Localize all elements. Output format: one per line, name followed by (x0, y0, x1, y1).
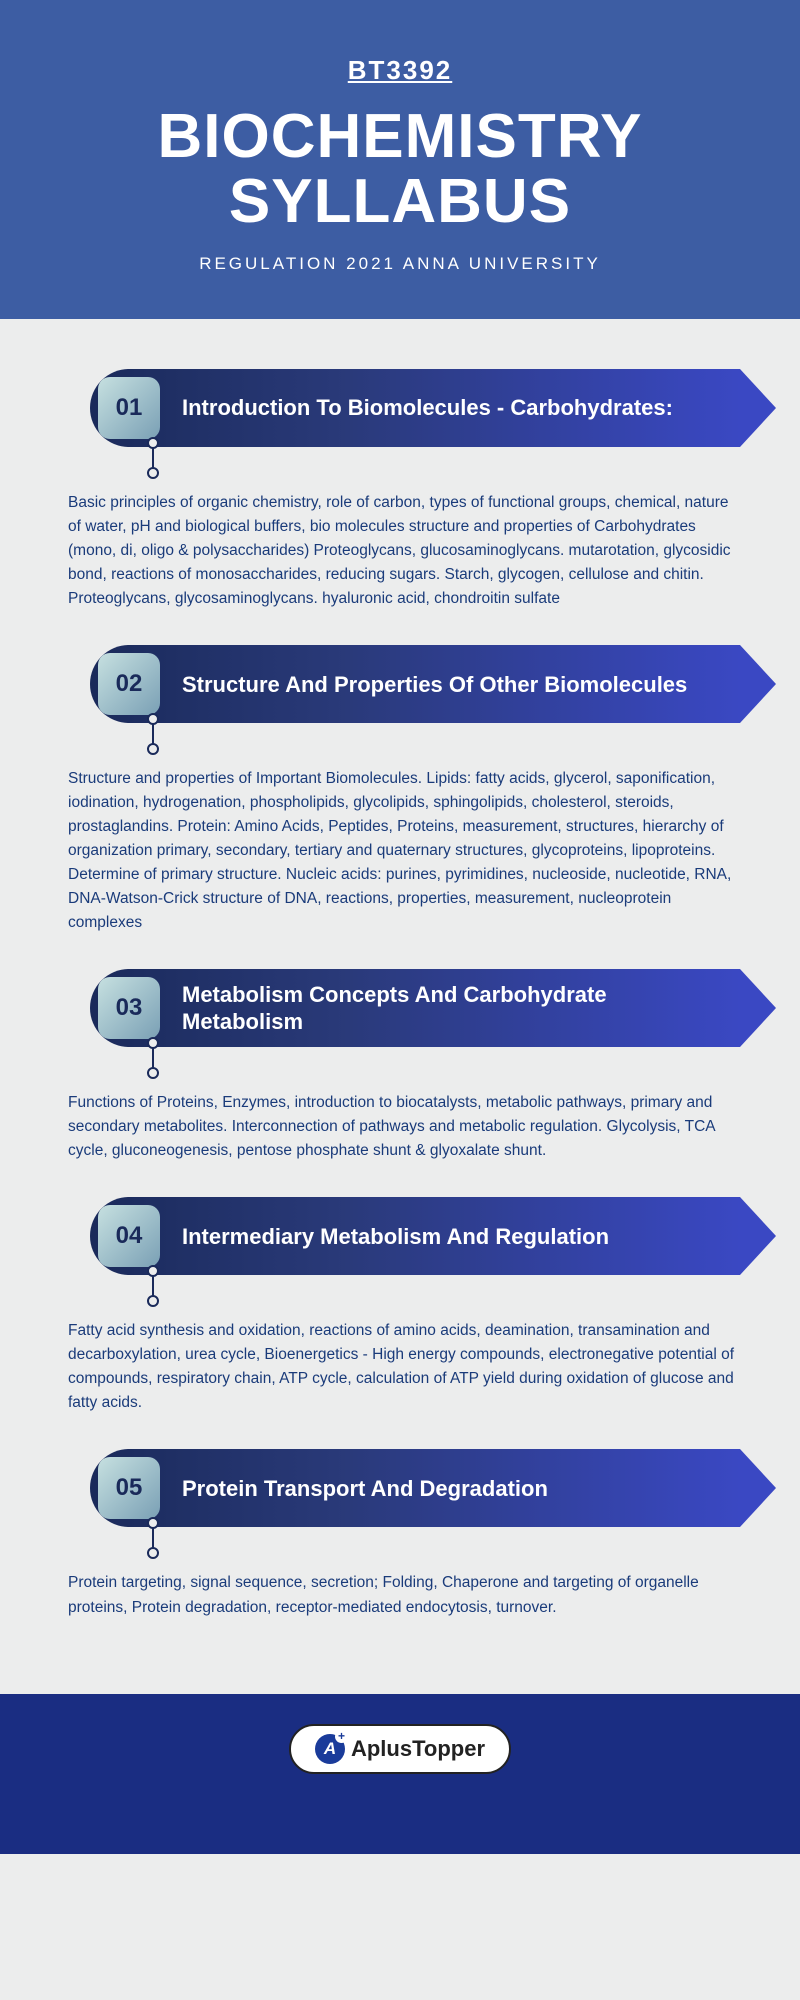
unit-number-badge: 01 (98, 377, 160, 439)
unit-banner: 05 Protein Transport And Degradation (90, 1449, 740, 1527)
unit-number-badge: 02 (98, 653, 160, 715)
unit-description: Structure and properties of Important Bi… (60, 767, 740, 935)
page-title: BIOCHEMISTRY SYLLABUS (20, 104, 780, 234)
course-code: BT3392 (20, 55, 780, 86)
unit-description: Fatty acid synthesis and oxidation, reac… (60, 1319, 740, 1415)
brand-text: plusTopper (367, 1736, 485, 1762)
subtitle: REGULATION 2021 ANNA UNIVERSITY (20, 254, 780, 274)
unit-banner: 03 Metabolism Concepts And Carbohydrate … (90, 969, 740, 1047)
page-footer: A AplusTopper (0, 1694, 800, 1854)
unit-title: Protein Transport And Degradation (182, 1475, 548, 1503)
brand-prefix: A (351, 1736, 367, 1762)
unit-description: Functions of Proteins, Enzymes, introduc… (60, 1091, 740, 1163)
unit-title: Metabolism Concepts And Carbohydrate Met… (182, 981, 690, 1036)
connector-line (152, 1527, 154, 1549)
connector-line (152, 447, 154, 469)
unit-number-badge: 05 (98, 1457, 160, 1519)
unit-description: Basic principles of organic chemistry, r… (60, 491, 740, 611)
unit-banner: 02 Structure And Properties Of Other Bio… (90, 645, 740, 723)
unit-title: Introduction To Biomolecules - Carbohydr… (182, 394, 673, 422)
connector-line (152, 1275, 154, 1297)
connector-line (152, 723, 154, 745)
syllabus-content: 01 Introduction To Biomolecules - Carboh… (0, 319, 800, 1693)
brand-logo: A AplusTopper (289, 1724, 511, 1774)
unit-title: Intermediary Metabolism And Regulation (182, 1223, 609, 1251)
brand-icon: A (315, 1734, 345, 1764)
unit-description: Protein targeting, signal sequence, secr… (60, 1571, 740, 1619)
unit-title: Structure And Properties Of Other Biomol… (182, 671, 687, 699)
syllabus-header: BT3392 BIOCHEMISTRY SYLLABUS REGULATION … (0, 0, 800, 319)
unit-number-badge: 04 (98, 1205, 160, 1267)
unit-number-badge: 03 (98, 977, 160, 1039)
unit-banner: 04 Intermediary Metabolism And Regulatio… (90, 1197, 740, 1275)
connector-line (152, 1047, 154, 1069)
unit-banner: 01 Introduction To Biomolecules - Carboh… (90, 369, 740, 447)
